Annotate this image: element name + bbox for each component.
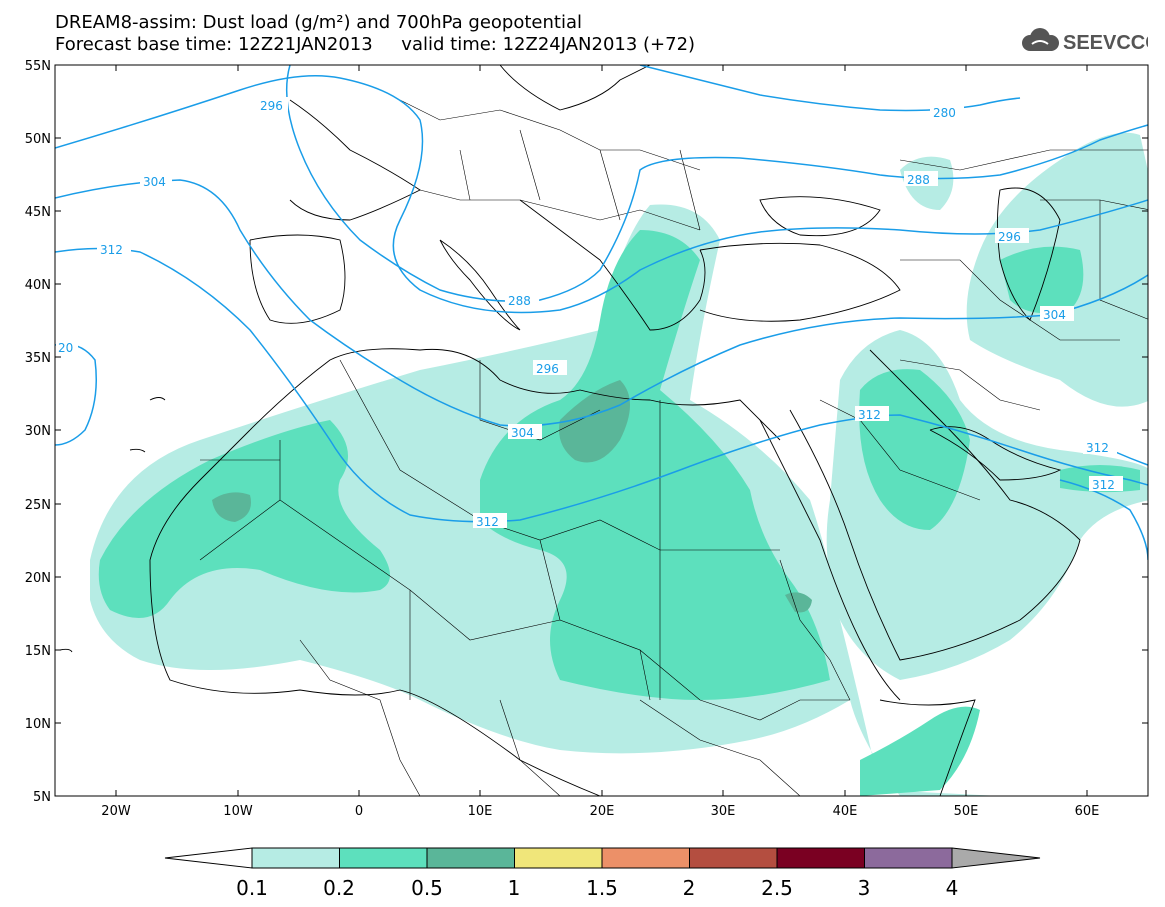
contour-label: 296 [998, 230, 1021, 244]
lat-label: 15N [25, 644, 51, 659]
lat-label: 20N [25, 571, 51, 586]
lon-labels: 20W 10W 0 10E 20E 30E 40E 50E 60E [101, 804, 1099, 819]
contour-312 [55, 247, 1148, 523]
colorbar-label: 0.2 [323, 876, 355, 900]
lon-label: 30E [711, 804, 736, 819]
contour-label: 312 [1086, 441, 1109, 455]
colorbar-segment [776, 847, 865, 869]
coastlines [59, 65, 1081, 796]
colorbar-label: 1 [508, 876, 521, 900]
lon-label: 0 [355, 804, 363, 819]
contour-label: 288 [907, 173, 930, 187]
contour-label: 296 [260, 99, 283, 113]
map-title: DREAM8-assim: Dust load (g/m²) and 700hP… [55, 12, 582, 33]
dust-region-medium-central [480, 230, 830, 700]
cloud-icon [1022, 28, 1059, 51]
colorbar-segment [601, 847, 690, 869]
lon-ticks [115, 65, 1088, 796]
lat-label: 10N [25, 717, 51, 732]
country-borders [199, 99, 1148, 796]
contour-label: 304 [143, 175, 166, 189]
contour-label: 296 [536, 362, 559, 376]
contour-label: 20 [58, 341, 73, 355]
colorbar-label: 3 [858, 876, 871, 900]
dust-shading [90, 132, 1148, 796]
lon-label: 10E [468, 804, 493, 819]
dust-region-medium-west [98, 420, 390, 618]
lon-label: 50E [954, 804, 979, 819]
colorbar-label: 0.1 [236, 876, 268, 900]
iberia-coast [249, 234, 346, 324]
lat-label: 5N [33, 790, 51, 805]
contour-labels: 296 280 304 288 312 296 288 296 304 312 … [56, 97, 1123, 529]
africa-coastline [149, 429, 601, 796]
colorbar-segment [251, 847, 340, 869]
lat-ticks [55, 64, 1148, 724]
north-africa-coast [249, 348, 781, 441]
lon-label: 20W [101, 804, 131, 819]
contour-label: 304 [511, 426, 534, 440]
dust-region-medium-caspian [1000, 246, 1084, 314]
dust-region-medium-horn [860, 706, 980, 796]
horn-of-africa [879, 699, 976, 796]
colorbar-label: 1.5 [586, 876, 618, 900]
contour-label: 288 [508, 294, 531, 308]
dust-region-dark-mauritania [212, 492, 251, 522]
lat-label: 40N [25, 278, 51, 293]
contour-label: 304 [1043, 308, 1066, 322]
lon-label: 60E [1075, 804, 1100, 819]
contour-296-north [55, 74, 1148, 314]
lat-label: 45N [25, 205, 51, 220]
colorbar-segment [689, 847, 778, 869]
lat-label: 50N [25, 132, 51, 147]
colorbar-label: 2 [683, 876, 696, 900]
colorbar-segment [864, 847, 953, 869]
contour-280 [639, 65, 1021, 112]
red-sea-coast [759, 419, 901, 701]
lat-label: 30N [25, 424, 51, 439]
lon-label: 20E [590, 804, 615, 819]
contour-label: 312 [476, 515, 499, 529]
colorbar-max-triangle [951, 847, 1041, 869]
contour-20 [55, 343, 97, 446]
colorbar-label: 4 [946, 876, 959, 900]
arabia-coast [789, 349, 1081, 661]
black-sea [759, 196, 881, 237]
contour-label: 312 [858, 408, 881, 422]
lat-labels: 55N 50N 45N 40N 35N 30N 25N 20N 15N 10N … [25, 59, 51, 805]
colorbar-segment [426, 847, 515, 869]
turkey-coast [699, 242, 901, 322]
lon-label: 10W [223, 804, 253, 819]
geopotential-contours [55, 65, 1148, 561]
lat-label: 35N [25, 351, 51, 366]
italy-coast [439, 239, 521, 331]
lon-label: 40E [833, 804, 858, 819]
dust-region-dark-libya [559, 380, 630, 463]
colorbar-segment [339, 847, 428, 869]
contour-label: 312 [1092, 478, 1115, 492]
colorbar-segment [514, 847, 603, 869]
colorbar-labels: 0.1 0.2 0.5 1 1.5 2 2.5 3 4 [236, 876, 958, 900]
colorbar-legend: 0.1 0.2 0.5 1 1.5 2 2.5 3 4 [164, 847, 1041, 900]
scandinavia-coast [499, 65, 651, 111]
persian-gulf [929, 426, 1062, 481]
contour-288 [285, 65, 1148, 302]
colorbar-label: 0.5 [411, 876, 443, 900]
balkans-coast [519, 199, 706, 331]
logo-text: SEEVCCC [1063, 32, 1148, 54]
colorbar-segments [164, 847, 1041, 869]
forecast-time-subtitle: Forecast base time: 12Z21JAN2013 valid t… [55, 34, 696, 55]
map-panel: 296 280 304 288 312 296 288 296 304 312 … [25, 59, 1149, 819]
dust-region-dark-sudan [785, 592, 812, 613]
contour-312-south [1059, 479, 1148, 561]
lat-label: 55N [25, 59, 51, 74]
seevccc-logo: SEEVCCC [1018, 28, 1160, 54]
colorbar-label: 2.5 [761, 876, 793, 900]
contour-label: 312 [100, 243, 123, 257]
colorbar-min-triangle [164, 847, 253, 869]
contour-label: 280 [933, 106, 956, 120]
lat-label: 25N [25, 498, 51, 513]
west-africa-islands [59, 397, 166, 653]
